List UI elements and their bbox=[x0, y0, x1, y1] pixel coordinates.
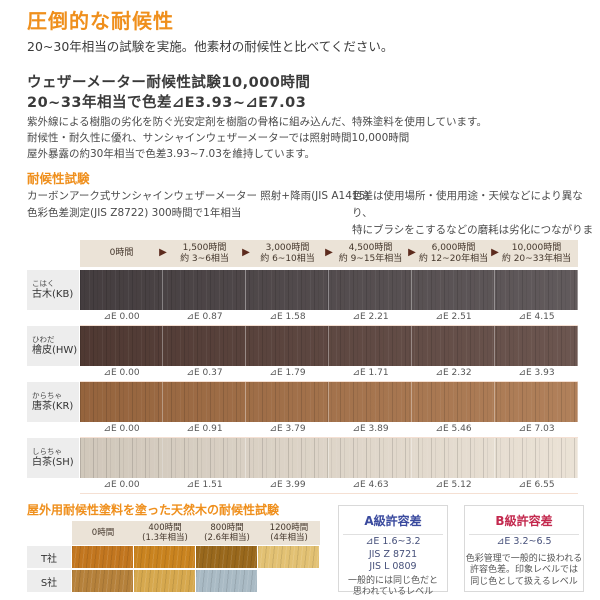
wood-sample-s-0h bbox=[72, 570, 133, 592]
col-header-6000h: 6,000時間 約 12~20年相当 bbox=[412, 240, 495, 267]
wood-sample-strip-shiracha bbox=[80, 438, 578, 478]
row-label-hiwada: ひわだ 檜皮(HW) bbox=[27, 326, 79, 366]
arrow-right-icon: ▶ bbox=[159, 247, 167, 258]
col-header-3000h: 3,000時間 約 6~10相当 bbox=[246, 240, 329, 267]
summary-body: 紫外線による樹脂の劣化を防ぐ光安定剤を樹脂の骨格に組み込んだ、特殊塗料を使用して… bbox=[27, 114, 487, 162]
wood-sample-strip-kohaku bbox=[80, 270, 578, 310]
bottom-col-header-0h: 0時間 bbox=[72, 521, 134, 545]
wood-sample-strip-karacha bbox=[80, 382, 578, 422]
bottom-col-header-400h: 400時間 (1.3年相当) bbox=[134, 521, 196, 545]
delta-e-values-row: ⊿E 0.00 ⊿E 0.37 ⊿E 1.79 ⊿E 1.71 ⊿E 2.32 … bbox=[80, 368, 578, 382]
delta-e-values-row: ⊿E 0.00 ⊿E 0.87 ⊿E 1.58 ⊿E 2.21 ⊿E 2.51 … bbox=[80, 312, 578, 326]
arrow-right-icon: ▶ bbox=[408, 247, 416, 258]
summary-heading-line1: ウェザーメーター耐候性試験10,000時間 bbox=[27, 75, 311, 91]
page-subtitle: 20~30年相当の試験を実施。他素材の耐候性と比べてください。 bbox=[27, 39, 394, 54]
row-label-karacha: からちゃ 唐茶(KR) bbox=[27, 382, 79, 422]
wood-sample-t-800h bbox=[196, 546, 257, 568]
col-header-1500h: 1,500時間 約 3~6相当 bbox=[163, 240, 246, 267]
wood-sample-t-1200h bbox=[258, 546, 319, 568]
row-label-kohaku: こはく 古木(KB) bbox=[27, 270, 79, 310]
bottom-col-header-1200h: 1200時間 (4年相当) bbox=[258, 521, 320, 545]
bottom-col-header-800h: 800時間 (2.6年相当) bbox=[196, 521, 258, 545]
test-method-line1: カーボンアーク式サンシャインウェザーメーター 照射+降雨(JIS A1415) bbox=[27, 190, 370, 202]
wood-sample-strip-hiwada bbox=[80, 326, 578, 366]
delta-e-values-row: ⊿E 0.00 ⊿E 0.91 ⊿E 3.79 ⊿E 3.89 ⊿E 5.46 … bbox=[80, 424, 578, 438]
summary-body-line1: 紫外線による樹脂の劣化を防ぐ光安定剤を樹脂の骨格に組み込んだ、特殊塗料を使用して… bbox=[27, 116, 488, 128]
test-section-heading: 耐候性試験 bbox=[27, 171, 90, 186]
tolerance-box-grade-a: A級許容差 ⊿E 1.6~3.2 JIS Z 8721 JIS L 0809 一… bbox=[338, 505, 448, 597]
test-note-line1: 色差は使用場所・使用用途・天候などにより異なり、 bbox=[352, 190, 583, 219]
test-method: カーボンアーク式サンシャインウェザーメーター 照射+降雨(JIS A1415) … bbox=[27, 188, 369, 222]
arrow-right-icon: ▶ bbox=[491, 247, 499, 258]
col-header-4500h: 4,500時間 約 9~15年相当 bbox=[329, 240, 412, 267]
arrow-right-icon: ▶ bbox=[325, 247, 333, 258]
row-label-company-t: T社 bbox=[27, 546, 71, 568]
row-label-shiracha: しらちゃ 白茶(SH) bbox=[27, 438, 79, 478]
arrow-right-icon: ▶ bbox=[242, 247, 250, 258]
wood-sample-t-400h bbox=[134, 546, 195, 568]
row-label-company-s: S社 bbox=[27, 570, 71, 592]
bottom-section-heading: 屋外用耐候性塗料を塗った天然木の耐候性試験 bbox=[27, 503, 280, 517]
grade-a-title: A級許容差 bbox=[343, 506, 443, 535]
col-header-10000h: 10,000時間 約 20~33年相当 bbox=[495, 240, 578, 267]
tolerance-box-grade-b: B級許容差 ⊿E 3.2~6.5 色彩管理で一般的に扱われる 許容色差。印象レベ… bbox=[464, 505, 584, 592]
summary-body-line3: 屋外暴露の約30年相当で色差3.93~7.03を維持しています。 bbox=[27, 148, 316, 160]
wood-sample-s-800h bbox=[196, 570, 257, 592]
summary-heading-line2: 20~33年相当で色差⊿E3.93~⊿E7.03 bbox=[27, 95, 307, 111]
page-title: 圧倒的な耐候性 bbox=[27, 9, 174, 33]
col-header-0h: 0時間 bbox=[80, 240, 163, 267]
delta-e-values-row: ⊿E 0.00 ⊿E 1.51 ⊿E 3.99 ⊿E 4.63 ⊿E 5.12 … bbox=[80, 480, 578, 494]
grade-b-title: B級許容差 bbox=[469, 506, 579, 535]
wood-sample-s-400h bbox=[134, 570, 195, 592]
test-method-line2: 色彩色差測定(JIS Z8722) 300時間で1年相当 bbox=[27, 207, 242, 219]
summary-body-line2: 耐候性・耐久性に優れ、サンシャインウェザーメーターでは照射時間10,000時間 bbox=[27, 132, 410, 144]
wood-sample-t-0h bbox=[72, 546, 133, 568]
